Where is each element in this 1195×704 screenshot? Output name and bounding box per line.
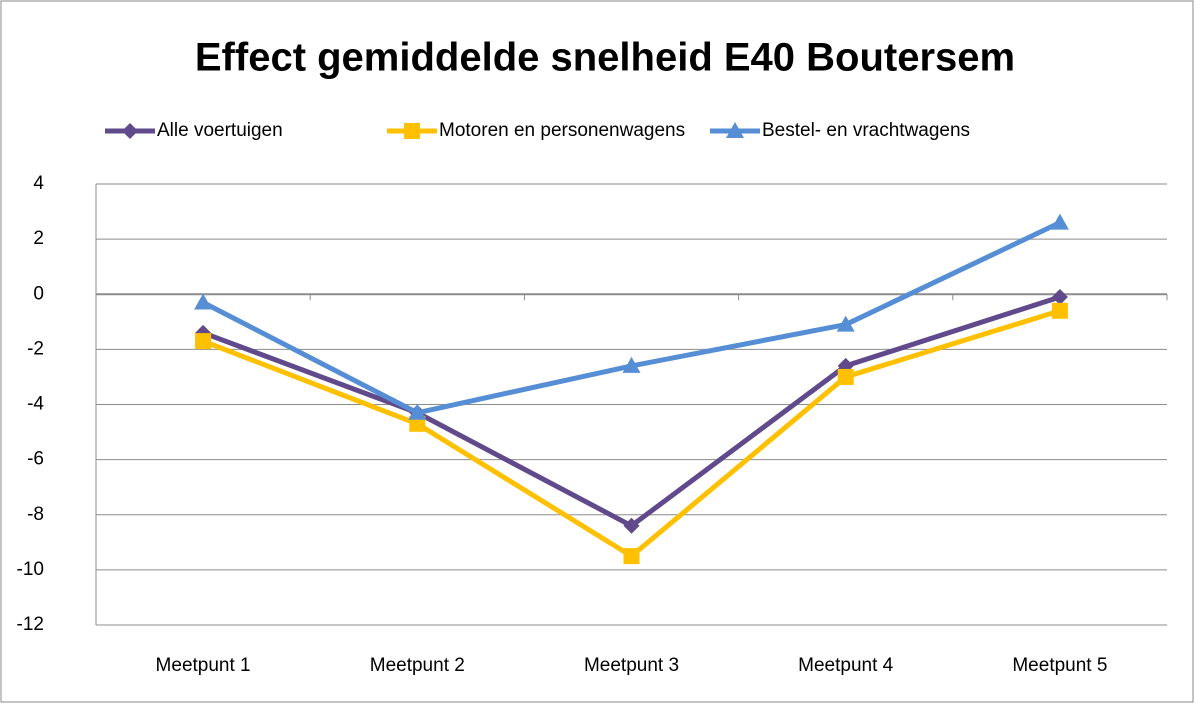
x-tick-label: Meetpunt 5 — [1012, 655, 1107, 676]
y-tick-label: 0 — [33, 283, 44, 304]
legend-label: Alle voertuigen — [157, 120, 283, 141]
legend-marker — [726, 122, 744, 138]
chart-title: Effect gemiddelde snelheid E40 Boutersem — [195, 36, 1015, 80]
data-point — [409, 415, 426, 432]
x-tick-label: Meetpunt 1 — [156, 655, 251, 676]
data-point — [836, 315, 855, 332]
y-tick-label: -6 — [27, 449, 44, 470]
x-tick-label: Meetpunt 2 — [370, 655, 465, 676]
x-tick-label: Meetpunt 3 — [584, 655, 679, 676]
y-tick-label: -4 — [27, 394, 44, 415]
data-point — [837, 368, 854, 385]
data-point — [623, 548, 640, 565]
data-point — [408, 403, 427, 420]
data-point — [194, 293, 213, 310]
data-point — [623, 517, 640, 534]
data-point — [1051, 289, 1068, 306]
legend-label: Bestel- en vrachtwagens — [762, 120, 970, 141]
y-tick-label: 2 — [33, 228, 44, 249]
legend-label: Motoren en personenwagens — [439, 120, 685, 141]
y-tick-label: -12 — [17, 614, 44, 635]
data-point — [1050, 213, 1069, 230]
y-tick-label: -2 — [27, 338, 44, 359]
data-point — [622, 356, 641, 373]
legend-marker — [122, 123, 138, 139]
legend-marker — [404, 123, 420, 139]
y-tick-label: -8 — [27, 504, 44, 525]
data-point — [1051, 302, 1068, 319]
data-point — [195, 333, 212, 350]
y-tick-label: 4 — [33, 173, 44, 194]
x-tick-label: Meetpunt 4 — [798, 655, 893, 676]
y-tick-label: -10 — [17, 559, 44, 580]
